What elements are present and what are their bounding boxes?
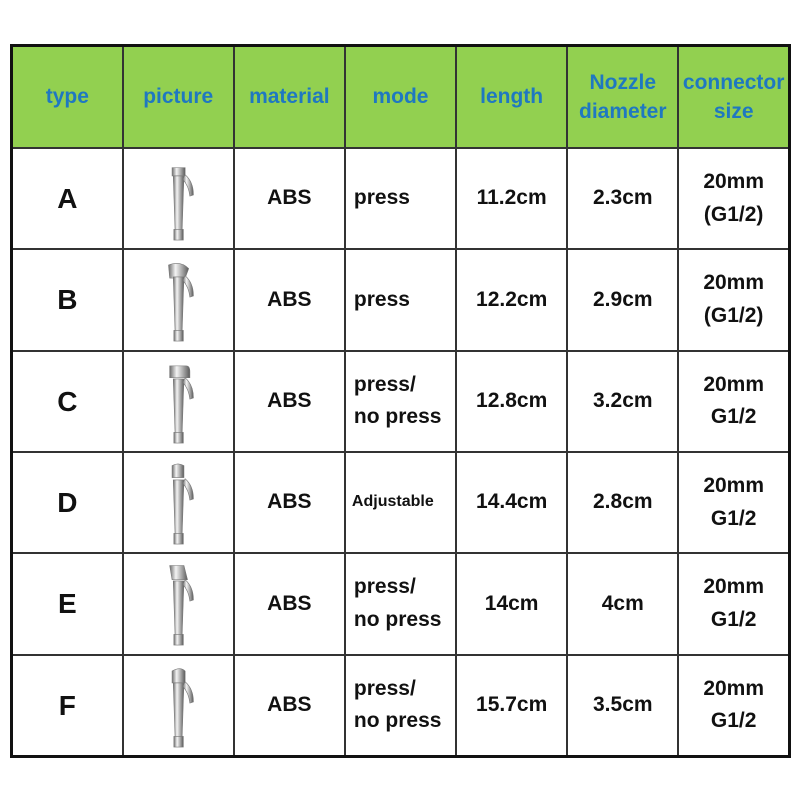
cell-mode: press/no press [343,349,458,453]
column-header-nozzle-diameter: Nozzle diameter [566,44,680,149]
cell-nozzle-diameter: 3.5cm [566,653,680,758]
header-row: type picture material mode length Nozzle diame… [10,44,791,149]
sprayer-icon [171,463,194,545]
table-row: E ABS press/no press 14cm 4cm 20mm G1/2 [10,552,791,656]
column-header-text: mode [372,85,429,109]
cell-type: F [10,653,124,758]
column-header-length: length [455,44,569,149]
cell-text: 20mm [703,271,765,295]
sprayer-icon [168,263,194,342]
column-header-material: material [232,44,346,149]
cell-material: ABS [232,552,346,656]
cell-picture [121,146,235,251]
cell-type: D [10,450,124,555]
cell-text: 20mm [703,676,765,700]
cell-text: press/ [353,372,416,396]
cell-nozzle-diameter: 2.9cm [566,248,680,352]
table-row: D ABS Adjustable 14.4cm 2.8cm 20mm G1/2 [10,450,791,555]
cell-text: 20mm [703,575,765,599]
cell-connector-size: 20mm G1/2 [677,349,791,453]
sprayer-icon [171,167,194,241]
column-header-connector-size: connector size [677,44,791,149]
cell-picture [121,450,235,555]
cell-text: no press [353,405,442,429]
table-row: A ABS press 11.2cm 2.3cm 20mm (G1/2) [10,146,791,251]
cell-type: C [10,349,124,453]
cell-mode: press [343,146,458,251]
cell-picture [121,349,235,453]
column-header-text: picture [143,85,214,109]
cell-text: G1/2 [710,405,757,429]
cell-text: press/ [353,676,416,700]
product-spec-table: type picture material mode length Nozzle diame… [10,44,791,758]
cell-picture [121,248,235,352]
cell-material: ABS [232,653,346,758]
cell-length: 14.4cm [455,450,569,555]
sprayer-icon [171,668,194,748]
cell-text: G1/2 [710,709,757,733]
cell-nozzle-diameter: 2.8cm [566,450,680,555]
cell-mode: press/no press [343,653,458,758]
cell-length: 14cm [455,552,569,656]
cell-length: 15.7cm [455,653,569,758]
cell-picture [121,653,235,758]
cell-text: (G1/2) [703,202,764,226]
cell-material: ABS [232,450,346,555]
cell-type: A [10,146,124,251]
cell-text: G1/2 [710,506,757,530]
cell-text: 20mm [703,170,765,194]
cell-connector-size: 20mm (G1/2) [677,146,791,251]
sprayer-icon [169,565,194,646]
cell-connector-size: 20mm G1/2 [677,653,791,758]
cell-text: G1/2 [710,607,757,631]
cell-material: ABS [232,349,346,453]
cell-text: 20mm [703,372,765,396]
cell-connector-size: 20mm (G1/2) [677,248,791,352]
column-header-text: Nozzle [589,70,657,94]
cell-length: 12.8cm [455,349,569,453]
table-row: B ABS press 12.2cm 2.9cm 20mm (G1/2) [10,248,791,352]
cell-connector-size: 20mm G1/2 [677,450,791,555]
cell-text: no press [353,709,442,733]
column-header-picture: picture [121,44,235,149]
column-header-text: diameter [579,100,667,123]
column-header-text: material [249,85,330,109]
cell-material: ABS [232,248,346,352]
cell-material: ABS [232,146,346,251]
column-header-mode: mode [343,44,458,149]
cell-text: press [353,186,410,210]
cell-nozzle-diameter: 2.3cm [566,146,680,251]
cell-length: 12.2cm [455,248,569,352]
cell-text: Adjustable [351,493,434,511]
column-header-text: connector [682,70,785,94]
cell-mode: press/no press [343,552,458,656]
column-header-text: type [45,85,89,109]
column-header-text: length [480,85,544,109]
column-header-type: type [10,44,124,149]
cell-text: 20mm [703,474,765,498]
cell-type: E [10,552,124,656]
cell-text: press [353,287,410,311]
cell-text: (G1/2) [703,303,764,327]
cell-nozzle-diameter: 4cm [566,552,680,656]
sprayer-icon [169,365,194,444]
cell-text: press/ [353,575,416,599]
table-row: F ABS press/no press 15.7cm 3.5cm 20mm G1/2 [10,653,791,758]
cell-text: no press [353,607,442,631]
cell-mode: Adjustable [343,450,458,555]
column-header-text: size [713,100,754,123]
table-row: C ABS press/no press 12.8cm 3.2cm 20mm G1/2 [10,349,791,453]
cell-length: 11.2cm [455,146,569,251]
cell-picture [121,552,235,656]
cell-type: B [10,248,124,352]
cell-connector-size: 20mm G1/2 [677,552,791,656]
cell-nozzle-diameter: 3.2cm [566,349,680,453]
cell-mode: press [343,248,458,352]
